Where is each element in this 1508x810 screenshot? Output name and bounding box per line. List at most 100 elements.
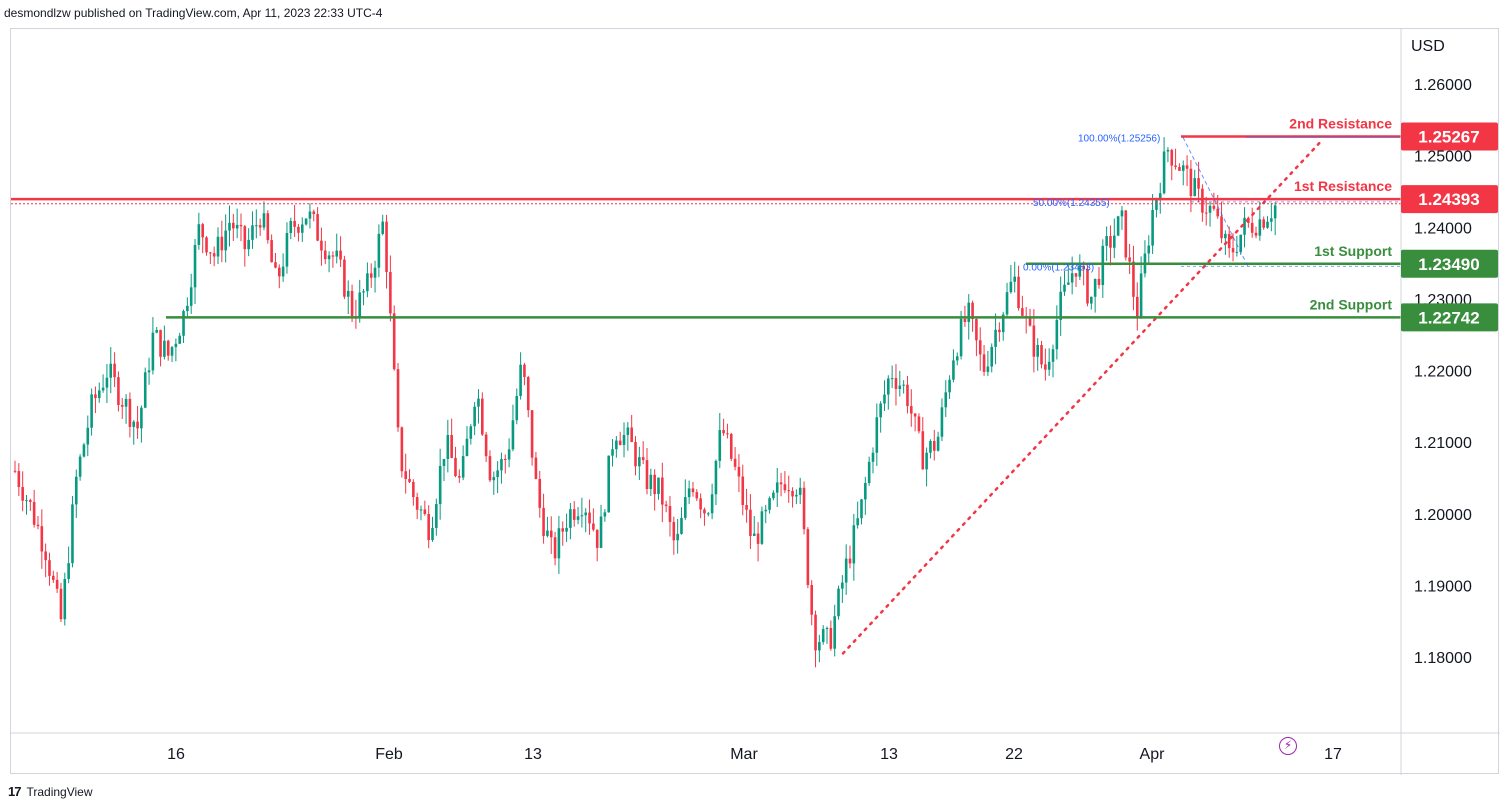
candle-body <box>661 477 664 505</box>
candle-body <box>867 461 871 483</box>
candle-body <box>461 456 465 478</box>
candle-body <box>1070 273 1074 283</box>
candle-body <box>684 497 687 518</box>
candle-body <box>1162 151 1166 194</box>
candle-body <box>921 431 925 470</box>
candle-body <box>848 558 852 564</box>
candle-body <box>592 523 595 530</box>
candle-body <box>982 354 986 372</box>
candle-body <box>86 427 90 445</box>
price-chart[interactable]: 2nd Resistance 1st Resistance 1st Support 2… <box>11 29 1500 775</box>
candle-body <box>373 267 377 278</box>
candle-body <box>695 492 699 499</box>
candle-body <box>986 366 990 372</box>
y-tick-label: 1.19000 <box>1414 578 1472 595</box>
candle-body <box>615 440 618 450</box>
candle-body <box>1021 308 1024 316</box>
candle-body <box>718 430 722 461</box>
trend-line-group <box>841 137 1325 655</box>
candle-body <box>1220 216 1223 239</box>
chart-container[interactable]: 2nd Resistance 1st Resistance 1st Support 2… <box>10 28 1500 775</box>
candle-body <box>442 458 446 466</box>
candle-body <box>331 255 335 257</box>
candle-body <box>641 457 645 461</box>
candle-body <box>599 516 603 548</box>
candle-body <box>1013 276 1017 282</box>
y-tick-label: 1.26000 <box>1414 77 1472 94</box>
candle-body <box>1040 345 1043 365</box>
candle-body <box>1197 178 1200 189</box>
candle-body <box>603 512 607 517</box>
candle-body <box>427 513 430 541</box>
candle-body <box>277 267 281 277</box>
candle-body <box>281 266 285 277</box>
y-tick-label: 1.20000 <box>1414 507 1472 524</box>
candle-body <box>691 488 695 493</box>
x-axis-ticks: 16 Feb 13 Mar 13 22 Apr 17 <box>167 746 1342 763</box>
candle-body <box>737 466 741 477</box>
candle-body <box>1204 212 1208 214</box>
level-price-text: 1.24393 <box>1418 190 1479 209</box>
candle-body <box>220 236 224 251</box>
candle-body <box>44 551 47 561</box>
tradingview-logo-icon: 17 <box>8 784 22 799</box>
candle-body <box>756 533 760 544</box>
candle-body <box>1254 232 1258 236</box>
fib-trend <box>1182 137 1249 267</box>
candle-body <box>1044 364 1047 370</box>
candle-body <box>929 440 932 453</box>
candle-body <box>576 516 580 520</box>
candle-body <box>806 529 810 586</box>
candle-body <box>798 487 802 495</box>
candle-body <box>320 240 323 251</box>
y-tick-label: 1.25000 <box>1414 149 1472 166</box>
candle-body <box>1005 292 1009 315</box>
candle-body <box>1147 245 1151 254</box>
candle-body <box>197 224 201 245</box>
candle-body <box>638 457 641 467</box>
candle-body <box>335 250 339 257</box>
candle-body <box>1078 265 1082 277</box>
candle-body <box>994 329 997 347</box>
candle-body <box>959 318 963 357</box>
candle-body <box>760 511 764 544</box>
candle-body <box>1273 205 1277 219</box>
candle-body <box>492 477 496 481</box>
candle-body <box>124 398 128 407</box>
candle-body <box>473 406 476 427</box>
y-tick-label: 1.22000 <box>1414 364 1472 381</box>
candle-body <box>1158 193 1162 200</box>
candle-body <box>258 225 262 228</box>
candle-body <box>117 377 120 406</box>
candle-body <box>503 458 507 460</box>
candle-body <box>71 504 74 564</box>
y-tick-label: 1.18000 <box>1414 650 1472 667</box>
candle-body <box>1178 166 1181 171</box>
candle-body <box>369 273 373 278</box>
candle-body <box>952 360 955 380</box>
candle-body <box>67 563 70 579</box>
candle-body <box>909 406 913 414</box>
candle-body <box>902 384 905 386</box>
candle-body <box>1266 221 1269 228</box>
candle-body <box>120 405 124 407</box>
candle-body <box>1258 219 1262 236</box>
candle-body <box>78 456 82 477</box>
candle-body <box>787 490 791 492</box>
candle-body <box>270 240 273 263</box>
level-label: 1st Support <box>1314 243 1392 259</box>
candle-body <box>1067 282 1070 285</box>
candle-body <box>1189 168 1193 197</box>
candle-body <box>400 427 404 472</box>
candle-body <box>500 458 503 471</box>
level-price-tag <box>1401 249 1498 278</box>
candle-body <box>894 378 898 389</box>
lightning-icon[interactable]: ⚡ <box>1279 737 1297 755</box>
candle-body <box>530 410 534 458</box>
candle-body <box>469 426 473 439</box>
candle-body <box>32 501 36 525</box>
candle-body <box>189 287 193 306</box>
candle-body <box>55 579 59 589</box>
candle-body <box>178 335 182 344</box>
candle-body <box>542 507 545 536</box>
